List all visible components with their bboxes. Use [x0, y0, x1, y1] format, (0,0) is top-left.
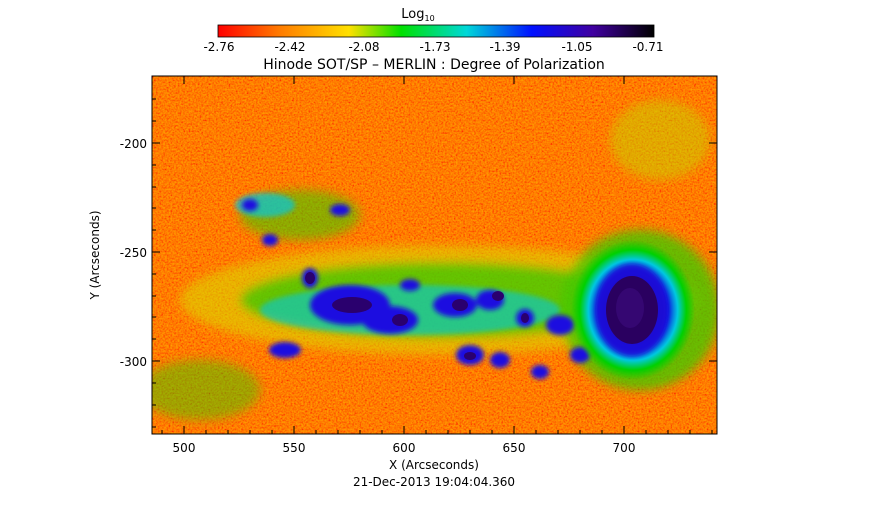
x-tick-label: 700: [613, 441, 636, 455]
plot-frame: [151, 75, 718, 435]
colorbar-tick: -1.73: [419, 40, 450, 54]
colorbar-tick: -0.71: [632, 40, 663, 54]
polarization-map: [152, 76, 717, 434]
y-tick-label: -300: [120, 355, 147, 369]
x-tick-label: 650: [503, 441, 526, 455]
plot-title: Hinode SOT/SP – MERLIN : Degree of Polar…: [263, 57, 605, 73]
y-tick-label: -200: [120, 137, 147, 151]
y-tick-label: -250: [120, 246, 147, 260]
colorbar-tick: -1.05: [561, 40, 592, 54]
colorbar-label: Log10: [401, 7, 434, 23]
x-tick-label: 600: [393, 441, 416, 455]
colorbar-ticks: -2.76 -2.42 -2.08 -1.73 -1.39 -1.05 -0.7…: [203, 40, 663, 54]
colorbar-tick: -2.76: [203, 40, 234, 54]
colorbar-tick: -1.39: [489, 40, 520, 54]
x-axis-label: X (Arcseconds): [389, 458, 479, 472]
y-axis: [152, 98, 717, 428]
colorbar-tick: -2.08: [348, 40, 379, 54]
colorbar-tick: -2.42: [274, 40, 305, 54]
x-axis: [161, 76, 713, 434]
timestamp: 21-Dec-2013 19:04:04.360: [353, 475, 515, 489]
x-tick-label: 550: [283, 441, 306, 455]
y-axis-label: Y (Arcseconds): [88, 210, 102, 300]
colorbar: [217, 24, 655, 38]
x-tick-label: 500: [173, 441, 196, 455]
